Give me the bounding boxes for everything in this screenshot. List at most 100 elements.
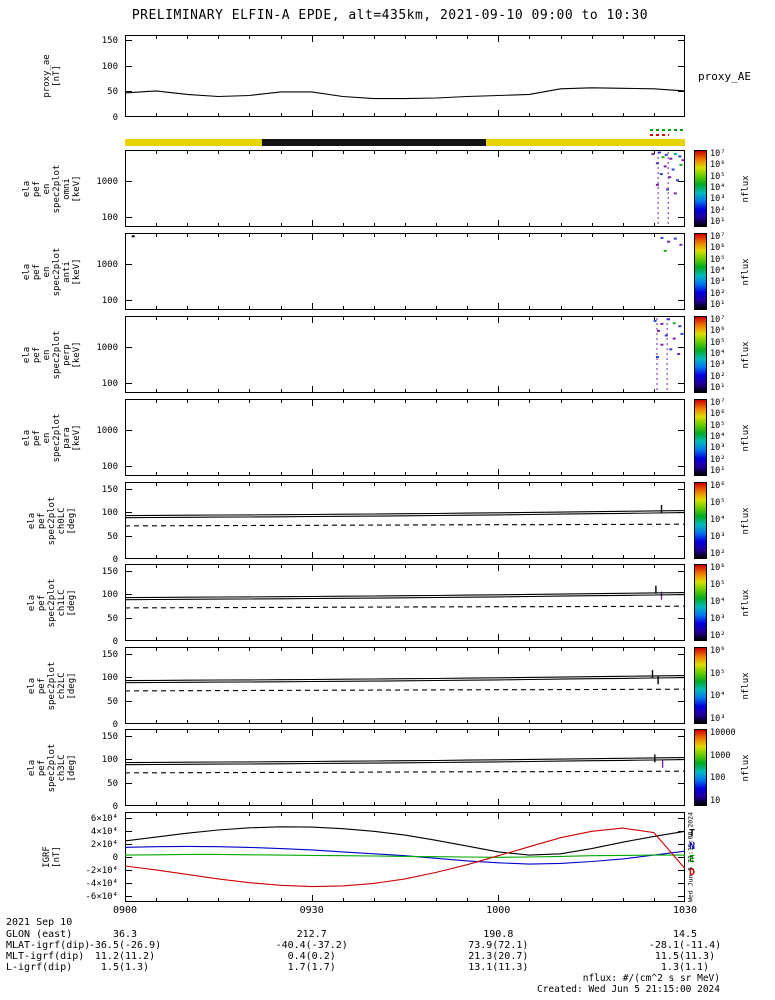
pa_ch2lc-ytick-label: 100 [101, 672, 118, 683]
pa_ch0lc-colorbar-label: 10⁵ [710, 498, 726, 508]
igrf-plot-svg [125, 812, 685, 902]
en_spec_anti-colorbar-label: 10¹ [710, 300, 726, 310]
igrf-legend-N: N [689, 841, 696, 852]
pa_ch0lc-colorbar-unit: nflux [741, 506, 751, 535]
igrf-ytick-label: -4×10⁴ [85, 878, 118, 889]
en_spec_perp-colorbar-label: 10⁷ [710, 315, 726, 325]
footer-value: 1.3(1.1) [660, 962, 710, 973]
en_spec_anti-colorbar [694, 233, 707, 310]
footer-value: 1.7(1.7) [287, 962, 336, 973]
pa_ch3lc-colorbar-label: 10 [710, 796, 721, 806]
pa_ch0lc-ytick-label: 0 [112, 554, 118, 565]
pa_ch1lc-plot-svg [125, 564, 685, 641]
en_spec_perp-frame [125, 316, 685, 393]
en_spec_omni-panel [125, 150, 685, 227]
pa_ch0lc-frame [125, 482, 685, 559]
igrf-panel [125, 812, 685, 902]
footer-value: 190.8 [483, 929, 514, 940]
series-anti-loss-cone [125, 770, 685, 774]
igrf-ytick-label: 4×10⁴ [90, 826, 118, 837]
series-loss-cone-upper [125, 592, 685, 599]
en_spec_perp-colorbar-label: 10⁴ [710, 349, 726, 359]
series-loss-cone-upper [125, 757, 685, 764]
en_spec_para-ylabel: ela pef en spec2plot para [keV] [22, 413, 82, 462]
en_spec_perp-colorbar-unit: nflux [741, 340, 751, 369]
series-E [125, 853, 685, 858]
pa_ch3lc-colorbar-label: 10000 [710, 728, 736, 738]
flux-units-note: nflux: #/(cm^2 s sr MeV) [582, 973, 720, 984]
flux-speckle [131, 235, 135, 238]
en_spec_omni-plot-svg [125, 150, 685, 227]
en_spec_anti-ylabel: ela pef en spec2plot anti [keV] [22, 247, 82, 296]
pa_ch1lc-colorbar [694, 564, 707, 641]
pa_ch3lc-colorbar-label: 1000 [710, 750, 731, 761]
proxy_ae-ytick-label: 150 [101, 35, 118, 46]
en_spec_anti-colorbar-label: 10⁴ [710, 266, 726, 276]
flux-speckle [663, 165, 667, 168]
pa_ch2lc-colorbar-label: 10⁴ [710, 691, 726, 702]
en_spec_perp-colorbar-label: 10⁵ [710, 337, 726, 348]
time-tick-label: 1000 [486, 905, 511, 916]
en_spec_anti-panel [125, 233, 685, 310]
en_spec_perp-ylabel: ela pef en spec2plot perp [keV] [22, 330, 82, 379]
en_spec_anti-colorbar-label: 10³ [710, 277, 726, 288]
status-segment [125, 139, 263, 146]
en_spec_omni-colorbar-label: 10⁶ [710, 160, 726, 171]
flux-speckle [668, 176, 672, 179]
en_spec_omni-colorbar-label: 10⁵ [710, 171, 726, 182]
flux-speckle [673, 192, 677, 195]
pa_ch3lc-ytick-label: 50 [107, 778, 118, 789]
pa_ch2lc-colorbar-label: 10⁵ [710, 668, 726, 679]
flux-speckle [681, 159, 685, 162]
flux-speckle [676, 179, 679, 182]
proxy_ae-panel [125, 35, 685, 117]
igrf-frame [125, 812, 685, 902]
en_spec_para-ytick-label: 1000 [96, 425, 118, 436]
proxy_ae-ytick-label: 50 [107, 86, 118, 97]
pa_ch0lc-colorbar-label: 10² [710, 549, 726, 559]
pa_ch2lc-ytick-label: 50 [107, 696, 118, 707]
igrf-ytick-label: 2×10⁴ [90, 839, 118, 850]
pa_ch3lc-ytick-label: 100 [101, 754, 118, 765]
igrf-legend-E: E [689, 854, 696, 865]
series-anti-loss-cone [125, 688, 685, 692]
pa_ch3lc-ytick-label: 0 [112, 801, 118, 812]
series-proxy_AE [125, 87, 685, 100]
status-flag [649, 134, 670, 136]
flux-speckle [678, 325, 682, 328]
pa_ch0lc-ylabel: ela pef spec2plot ch0LC [deg] [27, 496, 77, 545]
flux-speckle [671, 168, 675, 171]
flux-speckle [659, 173, 663, 176]
en_spec_omni-frame [125, 150, 685, 227]
flux-speckle [660, 322, 664, 325]
pa_ch1lc-ytick-label: 0 [112, 636, 118, 647]
pa_ch2lc-colorbar-unit: nflux [741, 671, 751, 700]
created-note: Created: Wed Jun 5 21:15:00 2024 [536, 984, 720, 995]
flux-speckle [678, 155, 682, 158]
en_spec_anti-colorbar-unit: nflux [741, 257, 751, 286]
flux-speckle [664, 334, 668, 337]
pa_ch2lc-ytick-label: 150 [101, 649, 118, 660]
en_spec_omni-colorbar-label: 10⁴ [710, 183, 726, 193]
footer-value: 11.5(11.3) [654, 951, 716, 962]
en_spec_para-plot-svg [125, 399, 685, 476]
footer-value: 13.1(11.3) [468, 962, 529, 973]
en_spec_para-frame [125, 399, 685, 476]
en_spec_omni-ytick-label: 1000 [96, 176, 118, 187]
flux-speckle [672, 337, 676, 340]
flux-speckle [660, 343, 664, 346]
proxy_ae-right-label: proxy_AE [698, 70, 751, 83]
series-anti-loss-cone [125, 605, 685, 609]
en_spec_para-ytick-label: 100 [101, 461, 118, 472]
series-loss-cone-lower [125, 594, 685, 601]
pa_ch2lc-plot-svg [125, 647, 685, 724]
pa_ch2lc-colorbar-label: 10⁶ [710, 646, 726, 656]
flux-speckle [672, 322, 676, 325]
proxy_ae-ytick-label: 0 [112, 112, 118, 123]
series-T [125, 826, 685, 856]
flux-speckle [669, 157, 673, 160]
status-segment [262, 139, 487, 146]
en_spec_para-colorbar-label: 10³ [710, 443, 726, 454]
en_spec_omni-colorbar [694, 150, 707, 227]
footer-value: 14.5 [672, 929, 698, 940]
